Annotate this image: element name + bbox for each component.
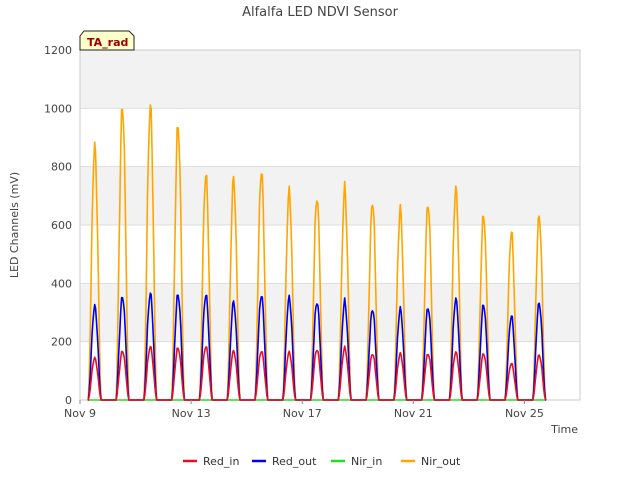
y-axis-label: LED Channels (mV) <box>8 172 21 278</box>
y-tick-label: 600 <box>51 219 72 232</box>
site-badge-box <box>79 30 135 51</box>
legend-label-nir-out: Nir_out <box>421 455 461 468</box>
y-tick-label: 0 <box>65 394 72 407</box>
x-axis-label: Time <box>550 423 578 436</box>
y-axis-ticks: 0 200 400 600 800 1000 1200 <box>44 44 72 407</box>
legend-label-nir-in: Nir_in <box>351 455 382 468</box>
x-tick-label: Nov 21 <box>394 407 433 420</box>
y-tick-label: 1200 <box>44 44 72 57</box>
x-tick-label: Nov 13 <box>172 407 211 420</box>
y-tick-label: 400 <box>51 277 72 290</box>
shaded-band-2 <box>80 50 580 109</box>
plot-background-bands <box>80 50 580 342</box>
site-badge: TA_rad <box>79 30 135 51</box>
legend-label-red-in: Red_in <box>203 455 239 468</box>
legend: Red_in Red_out Nir_in Nir_out <box>183 455 461 468</box>
x-tick-label: Nov 17 <box>283 407 322 420</box>
chart-title: Alfalfa LED NDVI Sensor <box>242 5 399 20</box>
x-tick-label: Nov 25 <box>505 407 544 420</box>
series-line-red-in <box>87 345 547 401</box>
x-axis-ticks: Nov 9 Nov 13 Nov 17 Nov 21 Nov 25 <box>64 400 544 420</box>
y-tick-label: 1000 <box>44 102 72 115</box>
site-badge-label: TA_rad <box>87 36 128 49</box>
shaded-band-0 <box>80 283 580 342</box>
series-line-nir-out <box>87 104 547 401</box>
legend-label-red-out: Red_out <box>272 455 317 468</box>
y-tick-label: 200 <box>51 336 72 349</box>
shaded-band-1 <box>80 166 580 225</box>
y-tick-label: 800 <box>51 161 72 174</box>
series-layer <box>87 104 547 401</box>
x-tick-label: Nov 9 <box>64 407 96 420</box>
